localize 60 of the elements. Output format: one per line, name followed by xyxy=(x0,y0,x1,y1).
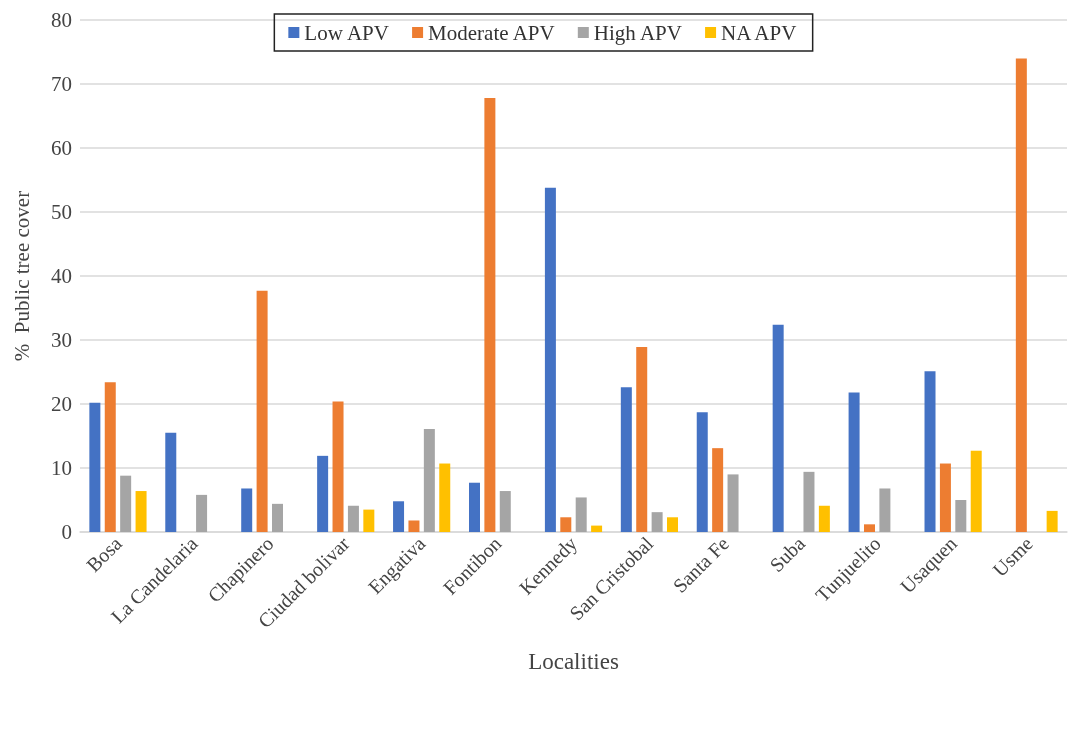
x-tick-label: Bosa xyxy=(81,532,126,577)
bar xyxy=(317,455,329,532)
legend-label: NA APV xyxy=(721,20,797,45)
bar xyxy=(135,491,147,532)
bar xyxy=(1015,58,1027,532)
bar xyxy=(256,290,268,532)
bar xyxy=(1046,510,1058,532)
bar xyxy=(196,494,208,532)
bar xyxy=(347,505,359,532)
bar xyxy=(363,509,375,532)
bar xyxy=(544,187,556,532)
bar xyxy=(863,524,875,532)
bar xyxy=(423,428,435,532)
bar xyxy=(439,463,451,532)
bar xyxy=(939,463,951,532)
bar xyxy=(712,448,724,532)
bar xyxy=(560,517,572,532)
bar xyxy=(879,488,891,532)
bar xyxy=(241,488,253,532)
bar xyxy=(408,520,420,532)
bar xyxy=(484,98,496,532)
bar xyxy=(924,371,936,532)
y-tick-label: 60 xyxy=(51,136,72,160)
bar xyxy=(575,497,587,532)
y-tick-label: 70 xyxy=(51,72,72,96)
bar xyxy=(591,525,603,532)
legend-label: High APV xyxy=(593,20,682,45)
y-tick-label: 40 xyxy=(51,264,72,288)
bar xyxy=(393,501,405,532)
bar xyxy=(89,402,101,532)
bar xyxy=(468,482,480,532)
bar xyxy=(772,324,784,532)
y-tick-label: 10 xyxy=(51,456,72,480)
bar xyxy=(104,382,116,532)
legend-label: Moderate APV xyxy=(428,20,555,45)
bar xyxy=(636,347,648,532)
x-axis-title: Localities xyxy=(528,649,619,674)
bar xyxy=(165,432,177,532)
bar xyxy=(120,475,132,532)
bar xyxy=(667,517,679,532)
legend-label: Low APV xyxy=(304,20,389,45)
y-tick-label: 20 xyxy=(51,392,72,416)
y-tick-label: 0 xyxy=(61,520,72,544)
bar xyxy=(332,401,344,532)
bar xyxy=(651,512,663,532)
bar xyxy=(272,503,284,532)
bar xyxy=(848,392,860,532)
bar xyxy=(955,500,967,532)
bar xyxy=(620,387,632,532)
y-tick-label: 30 xyxy=(51,328,72,352)
bar xyxy=(803,471,815,532)
y-tick-label: 50 xyxy=(51,200,72,224)
y-tick-label: 80 xyxy=(51,8,72,32)
bar xyxy=(818,505,830,532)
bar xyxy=(499,491,511,532)
y-axis-title: % Public tree cover xyxy=(9,190,34,362)
x-tick-label: Suba xyxy=(765,532,810,577)
bar xyxy=(970,450,982,532)
bar xyxy=(696,412,708,532)
bar xyxy=(727,474,739,532)
